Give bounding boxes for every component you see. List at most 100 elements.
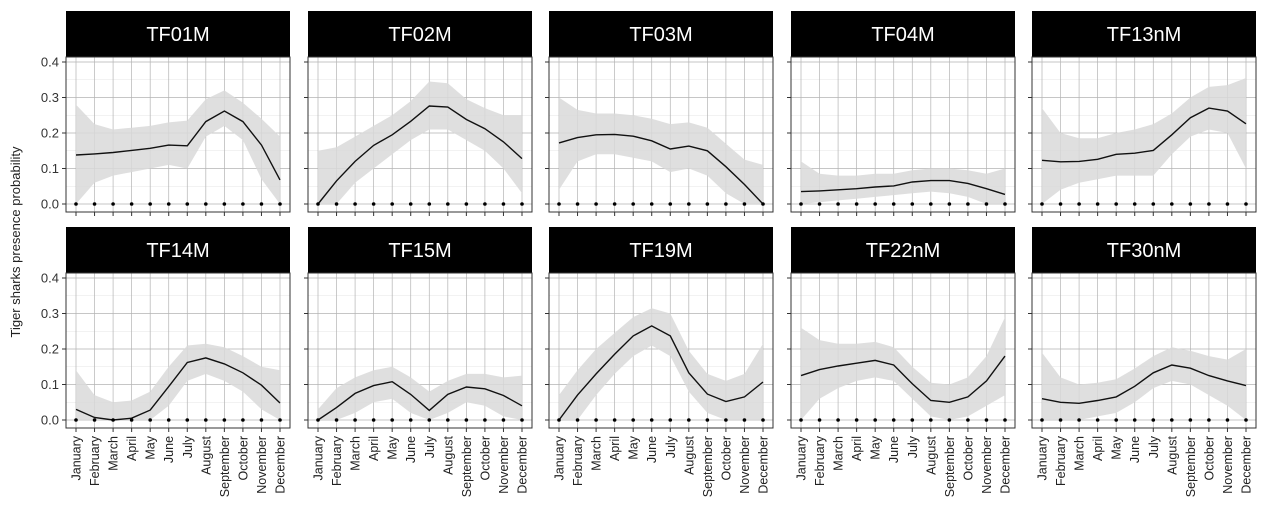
x-tick-label: November [497,436,511,494]
zero-point [1132,418,1137,422]
zero-point [204,418,208,422]
zero-point [668,202,673,206]
zero-point [1040,202,1044,206]
y-tick-label: 0.3 [41,90,59,105]
zero-point [687,418,691,422]
series-line [1041,107,1247,163]
x-tick-label: November [1221,436,1235,494]
zero-point [724,418,728,422]
x-tick-label: August [682,435,696,474]
series-line [800,179,1006,196]
zero-point [891,202,896,206]
x-tick-label: June [162,436,176,463]
x-tick-label: October [719,436,733,480]
zero-point [1058,418,1063,422]
zero-point [371,418,376,422]
zero-point [241,418,245,422]
zero-point [483,418,487,422]
zero-point [446,202,450,206]
panel-strip [549,11,773,57]
x-tick-label: July [906,435,920,458]
zero-point [705,418,710,422]
x-tick-label: September [218,436,232,497]
zero-point [724,202,728,206]
panel-border [307,56,533,213]
x-tick-label: December [274,436,288,494]
x-tick-label: February [88,435,102,486]
panel-border [548,56,774,213]
zero-point [947,202,952,206]
zero-point [947,418,952,422]
y-tick-label: 0.4 [41,55,59,70]
zero-point [575,418,580,422]
zero-point [1114,418,1118,422]
x-tick-label: April [125,436,139,461]
x-tick-label: May [144,435,158,459]
x-tick-label: March [590,436,604,471]
x-tick-label: September [943,436,957,497]
series-line [558,325,764,421]
zero-point [185,202,190,206]
zero-point [278,418,282,422]
zero-point [353,418,357,422]
zero-point [501,202,506,206]
x-tick-label: September [701,436,715,497]
y-tick-label: 0.0 [41,197,59,212]
panel-strip [308,11,532,57]
zero-point [761,202,765,206]
series-line [317,380,523,421]
panels-container: TF01M 0.0 0.1 0.2 0.3 0.4 TF02M TF03M TF04M TF13n… [41,11,1257,497]
x-tick-label: September [1184,436,1198,497]
panel-title: TF19M [629,240,692,262]
zero-point [446,418,450,422]
y-tick-label: 0.1 [41,161,59,176]
zero-point [241,202,245,206]
zero-point [649,202,654,206]
zero-point [742,202,747,206]
zero-point [74,418,78,422]
panel-title: TF03M [629,24,692,46]
zero-point [966,418,970,422]
zero-point [408,418,413,422]
series-line [558,133,764,205]
y-tick-label: 0.4 [41,271,59,286]
zero-point [1207,202,1211,206]
zero-point [427,202,432,206]
series-line [800,355,1006,404]
zero-point [854,202,859,206]
zero-point [836,418,840,422]
zero-point [1095,202,1100,206]
zero-point [1170,202,1174,206]
zero-point [1077,418,1081,422]
zero-point [111,202,115,206]
confidence-ribbon [801,161,1005,204]
panel-title: TF15M [388,240,451,262]
panel-border [1031,272,1257,429]
panel-border [65,272,291,429]
x-tick-label: December [757,436,771,494]
zero-point [278,202,282,206]
zero-point [316,202,320,206]
zero-point [799,418,803,422]
x-tick-label: November [738,436,752,494]
zero-point [557,418,561,422]
zero-point [799,202,803,206]
panel-tf22nm: TF22nM January February March April May June Ju… [787,227,1016,497]
zero-point [353,202,357,206]
zero-point [1188,202,1193,206]
x-tick-label: August [441,435,455,474]
x-tick-label: July [181,435,195,458]
zero-point [371,202,376,206]
y-tick-label: 0.2 [41,342,59,357]
panel-title: TF13nM [1107,24,1181,46]
zero-point [1095,418,1100,422]
zero-point [742,418,747,422]
panel-title: TF04M [871,24,934,46]
zero-point [1003,418,1007,422]
y-tick-label: 0.1 [41,377,59,392]
x-tick-label: October [961,436,975,480]
zero-point [222,418,227,422]
series-line [75,110,281,181]
zero-point [129,418,134,422]
zero-point [557,202,561,206]
